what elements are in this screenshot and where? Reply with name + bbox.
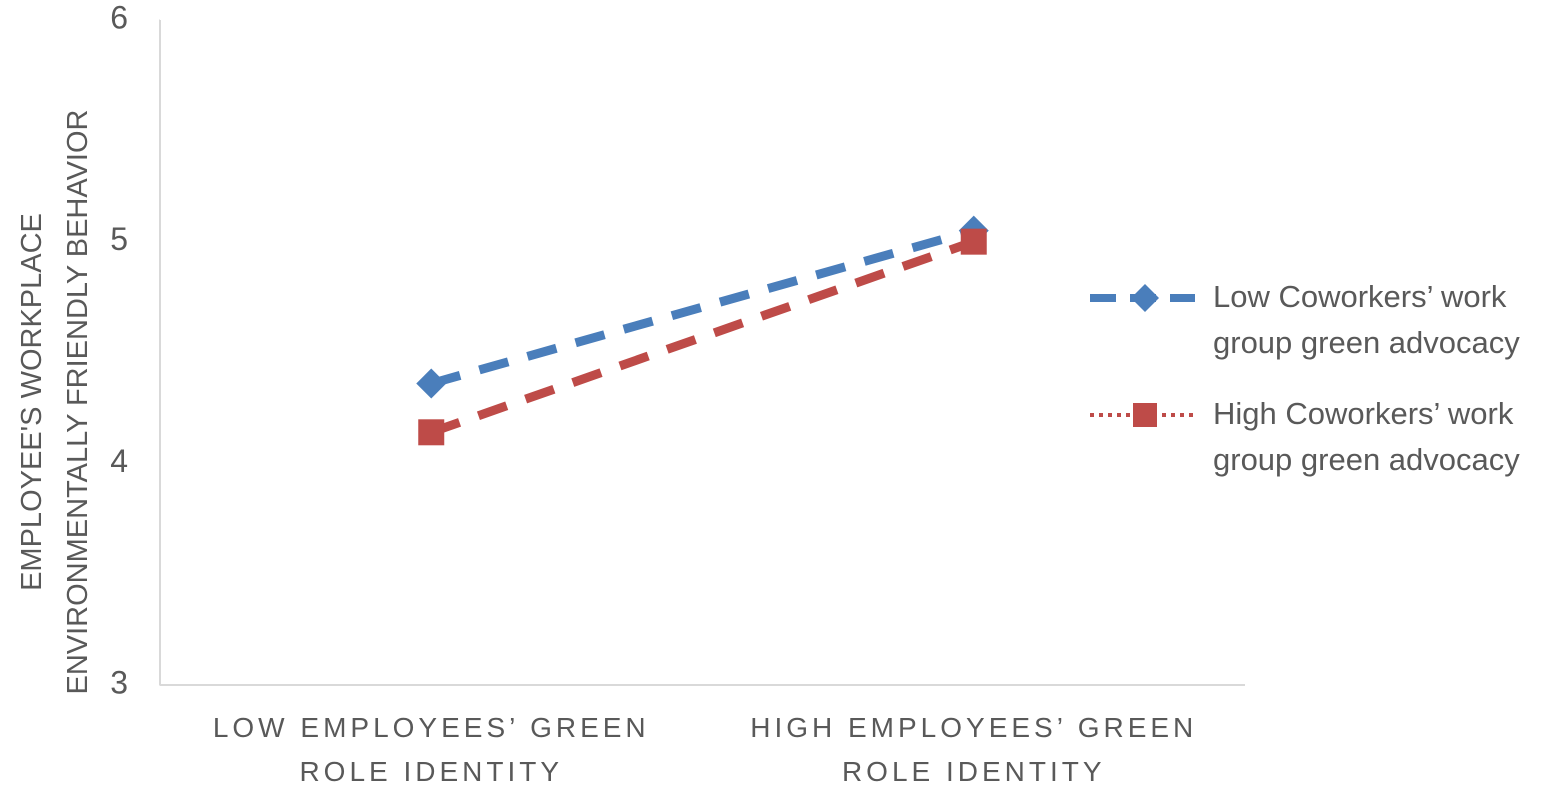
y-tick-label: 5 — [110, 221, 128, 257]
legend-marker — [1133, 403, 1157, 427]
y-axis-label: EMPLOYEE'S WORKPLACE ENVIRONMENTALLY FRI… — [16, 109, 94, 695]
point — [960, 228, 987, 255]
y-tick-label: 6 — [110, 0, 128, 35]
y-tick-label: 3 — [110, 664, 128, 700]
legend-label: Low Coworkers’ work group green advocacy — [1213, 279, 1520, 360]
point — [418, 419, 445, 446]
x-tick-label: LOW EMPLOYEES’ GREEN ROLE IDENTITY — [212, 712, 650, 787]
legend-label: High Coworkers’ work group green advocac… — [1213, 396, 1520, 477]
series-line — [429, 237, 976, 437]
y-tick-label: 4 — [110, 443, 128, 479]
series-line — [430, 226, 975, 388]
point — [416, 368, 447, 399]
legend-marker — [1131, 284, 1159, 312]
x-tick-label: HIGH EMPLOYEES’ GREEN ROLE IDENTITY — [750, 712, 1198, 787]
